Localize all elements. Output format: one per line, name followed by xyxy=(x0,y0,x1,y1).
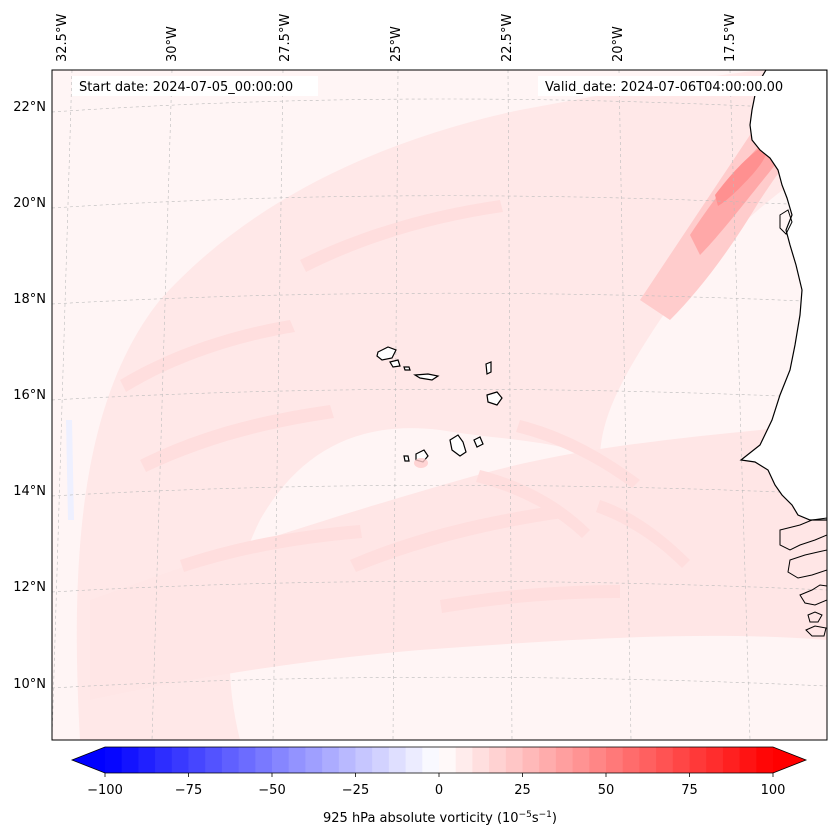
colorbar-max-extend xyxy=(773,747,806,773)
valid-date-text: Valid_date: 2024-07-06T04:00:00.00 xyxy=(545,80,783,95)
colorbar-segment xyxy=(155,747,173,773)
colorbar-segment xyxy=(439,747,457,773)
colorbar-ticks xyxy=(104,773,774,777)
colorbar-segment xyxy=(288,747,306,773)
colorbar-segment xyxy=(305,747,323,773)
colorbar-segment xyxy=(221,747,240,773)
colorbar-tick-label: −25 xyxy=(342,783,369,798)
colorbar-segment xyxy=(205,747,223,773)
colorbar-tick-label: 50 xyxy=(598,783,615,798)
colorbar-segment xyxy=(572,747,590,773)
colorbar-segment xyxy=(739,747,757,773)
map-frame xyxy=(51,69,828,741)
vorticity-streaks xyxy=(120,200,690,613)
island-santiago xyxy=(449,434,467,457)
colorbar-segment xyxy=(372,747,390,773)
west-africa-islands xyxy=(779,209,827,637)
lon-label: 20°W xyxy=(611,26,626,62)
colorbar-segment xyxy=(589,747,607,773)
colorbar-tick-label: 100 xyxy=(761,783,786,798)
graticule xyxy=(52,70,827,740)
lat-label: 22°N xyxy=(13,100,46,115)
lat-label: 10°N xyxy=(13,677,46,692)
lat-label: 16°N xyxy=(13,388,46,403)
map-panel xyxy=(52,70,827,740)
colorbar-segment xyxy=(322,747,340,773)
colorbar-tick-label: −75 xyxy=(175,783,202,798)
lon-label: 22.5°W xyxy=(500,14,515,62)
island-sao-vicente xyxy=(389,359,401,368)
colorbar-segment xyxy=(522,747,540,773)
colorbar-segment xyxy=(455,747,473,773)
cape-verde-islands xyxy=(376,346,503,463)
colorbar-min-extend xyxy=(72,747,105,773)
island-boa-vista xyxy=(486,391,503,406)
colorbar-segment xyxy=(171,747,190,773)
colorbar-segment xyxy=(105,747,123,773)
colorbar-segment xyxy=(706,747,724,773)
island-sal xyxy=(485,361,492,375)
colorbar-segment xyxy=(255,747,273,773)
colorbar: −100 −75 −50 −25 0 25 50 75 100 925 hPa … xyxy=(70,746,808,826)
colorbar-segment xyxy=(138,747,156,773)
island-brava xyxy=(403,455,410,462)
colorbar-segment xyxy=(756,747,774,773)
colorbar-segment xyxy=(388,747,407,773)
colorbar-segment xyxy=(689,747,707,773)
colorbar-segment xyxy=(555,747,574,773)
colorbar-tick-label: −50 xyxy=(258,783,285,798)
island-maio xyxy=(473,436,484,448)
lon-label: 25°W xyxy=(389,26,404,62)
colorbar-segment xyxy=(606,747,624,773)
vorticity-field-arc xyxy=(76,70,827,740)
colorbar-segments xyxy=(105,747,774,773)
lat-label: 12°N xyxy=(13,580,46,595)
valid-date-box xyxy=(538,76,808,96)
african-coastline xyxy=(739,70,827,521)
vorticity-field-south xyxy=(90,420,827,700)
colorbar-segment xyxy=(338,747,357,773)
colorbar-segment xyxy=(489,747,507,773)
lon-label: 32.5°W xyxy=(55,14,70,62)
start-date-text: Start date: 2024-07-05_00:00:00 xyxy=(79,80,293,95)
colorbar-segment xyxy=(672,747,691,773)
colorbar-segment xyxy=(505,747,524,773)
lat-label: 14°N xyxy=(13,484,46,499)
colorbar-segment xyxy=(238,747,256,773)
colorbar-title: 925 hPa absolute vorticity (10−5s−1) xyxy=(323,810,557,826)
lat-label: 18°N xyxy=(13,292,46,307)
colorbar-segment xyxy=(622,747,640,773)
island-sao-nicolau xyxy=(413,373,440,381)
colorbar-segment xyxy=(405,747,423,773)
latitude-labels: 22°N 20°N 18°N 16°N 14°N 12°N 10°N xyxy=(13,100,46,692)
colorbar-segment xyxy=(422,747,440,773)
colorbar-tick-label: −100 xyxy=(87,783,123,798)
lon-label: 17.5°W xyxy=(723,14,738,62)
colorbar-segment xyxy=(639,747,657,773)
start-date-box xyxy=(72,76,318,96)
colorbar-segment xyxy=(188,747,206,773)
colorbar-segment xyxy=(539,747,557,773)
colorbar-segment xyxy=(355,747,373,773)
island-santa-luzia xyxy=(403,366,411,371)
colorbar-tick-label: 75 xyxy=(681,783,698,798)
lat-label: 20°N xyxy=(13,196,46,211)
island-santo-antao xyxy=(376,346,397,361)
fogo-vorticity-dipole xyxy=(414,458,428,468)
vorticity-ridge-core xyxy=(715,145,767,206)
colorbar-segment xyxy=(272,747,290,773)
colorbar-segment xyxy=(722,747,741,773)
lon-label: 27.5°W xyxy=(278,14,293,62)
longitude-labels: 32.5°W 30°W 27.5°W 25°W 22.5°W 20°W 17.5… xyxy=(55,14,738,62)
colorbar-segment xyxy=(472,747,490,773)
colorbar-tick-label: 25 xyxy=(514,783,531,798)
colorbar-segment xyxy=(656,747,674,773)
colorbar-tick-label: 0 xyxy=(435,783,443,798)
lon-label: 30°W xyxy=(165,26,180,62)
colorbar-segment xyxy=(121,747,139,773)
